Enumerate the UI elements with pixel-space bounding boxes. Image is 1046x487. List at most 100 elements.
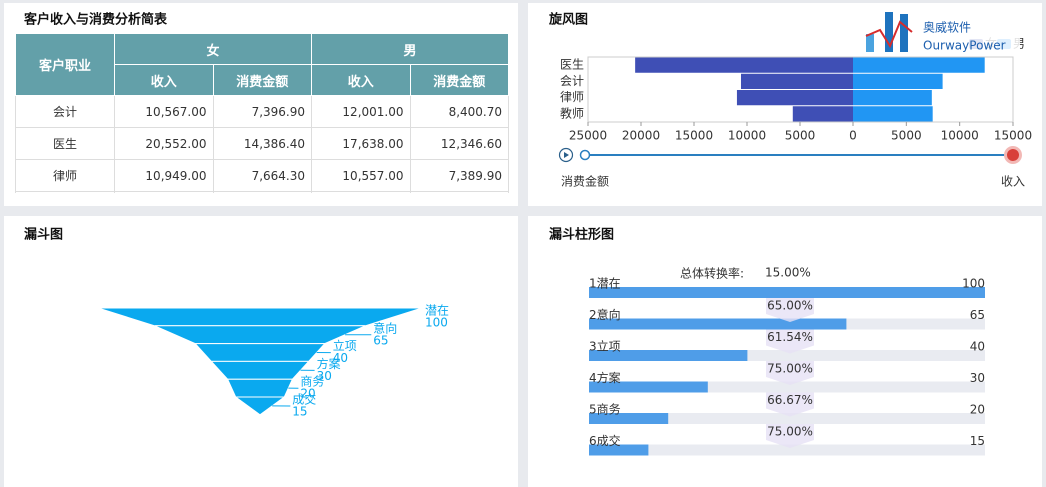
table-row: 医生 20,552.00 14,386.40 17,638.00 12,346.60 (15, 127, 509, 160)
overall-rate: 15.00% (765, 266, 811, 280)
funnel-value: 20 (300, 387, 315, 401)
bar (853, 106, 933, 122)
bar (589, 318, 847, 330)
funnel-label: 成交 (292, 392, 316, 407)
y-tick-label: 教师 (560, 105, 584, 120)
funnel-value: 40 (333, 351, 348, 365)
conversion-label: 65.00% (767, 299, 813, 313)
column-header: 收入 (311, 64, 411, 96)
funnel-value: 65 (373, 333, 388, 347)
conversion-label: 61.54% (767, 330, 813, 344)
table-cell: 3,905.10 (212, 191, 312, 193)
table-cell: 会计 (15, 95, 115, 128)
x-tick-label: 5000 (785, 129, 816, 143)
bar (853, 90, 932, 106)
table-cell: 7,389.90 (409, 159, 509, 192)
table-cell: 7,664.30 (212, 159, 312, 192)
conversion-chevron (766, 392, 814, 417)
y-tick-label: 会计 (560, 74, 584, 88)
funnel-segment (210, 360, 310, 380)
funnel-label: 商务 (300, 374, 324, 389)
conversion-chevron (766, 361, 814, 385)
conversion-chevron (766, 329, 814, 354)
table-row: 教师5,680.003,905.1010,673.007,470.40 (15, 191, 509, 193)
funnel-label: 立项 (333, 338, 357, 353)
group-header: 女 (114, 33, 312, 65)
bar-value: 40 (970, 340, 985, 354)
table-cell: 10,567.00 (114, 95, 214, 128)
timeline-label: 收入 (1001, 175, 1025, 189)
logo-sub: OurwayPower (923, 39, 1006, 53)
table-row: 律师 10,949.00 7,664.30 10,557.00 7,389.90 (15, 159, 509, 192)
timeline-point (579, 149, 591, 161)
x-tick-label: 0 (849, 129, 857, 143)
table-cell: 14,386.40 (212, 127, 312, 160)
overall-label: 总体转换率: (680, 266, 744, 281)
x-tick-label: 25000 (569, 129, 607, 143)
funnel-segment (194, 343, 326, 362)
table-cell: 12,001.00 (311, 95, 411, 128)
bar (853, 57, 985, 73)
bar (589, 444, 649, 456)
funnel-label: 方案 (317, 356, 341, 371)
bar (740, 73, 853, 89)
bar-track (589, 444, 985, 456)
bar-value: 15 (970, 434, 985, 448)
timeline-label: 消费金额 (561, 174, 609, 189)
logo-mark (866, 34, 874, 52)
x-tick-label: 10000 (728, 129, 766, 143)
x-tick-label: 10000 (941, 129, 979, 143)
table-cell: 10,673.00 (311, 191, 411, 193)
table-cell: 10,557.00 (311, 159, 411, 192)
bar-label: 5商务 (589, 402, 621, 417)
bar (589, 413, 669, 424)
play-icon (564, 152, 569, 158)
table: 客户职业女男收入 消费金额 收入 消费金额 会计 10,567.00 7,396.90 12,… (15, 33, 509, 193)
funnel-value: 15 (292, 405, 307, 419)
bar (792, 106, 853, 122)
header-row: 收入 消费金额 收入 消费金额 (16, 64, 509, 96)
conversion-label: 75.00% (767, 362, 813, 376)
panel-title: 漏斗柱形图 (549, 227, 614, 243)
logo-name: 奥威软件 (923, 21, 971, 35)
bar-track (589, 413, 985, 424)
panel-title: 旋风图 (548, 12, 588, 28)
funnel-segment (226, 378, 294, 398)
bar-label: 6成交 (589, 433, 621, 448)
funnel-label: 意向 (373, 320, 397, 335)
y-tick-label: 律师 (560, 90, 584, 104)
funnel-label: 潜在 (425, 304, 449, 318)
y-tick-label: 医生 (560, 58, 584, 72)
conversion-label: 66.67% (767, 393, 813, 407)
table-row: 会计 10,567.00 7,396.90 12,001.00 8,400.70 (15, 95, 509, 128)
bar-value: 65 (970, 308, 985, 322)
table-cell: 医生 (15, 127, 115, 160)
logo-mark (865, 20, 913, 49)
bar-track (589, 350, 985, 361)
panel-title: 漏斗图 (24, 227, 63, 243)
timeline-current (1004, 146, 1022, 164)
bar-label: 4方案 (589, 370, 621, 385)
x-tick-label: 5000 (891, 129, 922, 143)
header-row: 客户职业女男 (15, 33, 509, 96)
panel-title: 客户收入与消费分析简表 (24, 12, 168, 28)
column-header: 消费金额 (212, 64, 312, 96)
column-header: 消费金额 (409, 64, 509, 96)
bar-value: 30 (970, 371, 985, 385)
bar (635, 57, 853, 73)
bar (853, 73, 943, 89)
conversion-chevron (766, 424, 814, 448)
bar (736, 90, 853, 106)
bar (589, 381, 708, 393)
bar-value: 100 (962, 277, 985, 291)
bar-track (589, 381, 985, 393)
group-header: 男 (311, 33, 509, 65)
bar-label: 1潜在 (589, 277, 621, 291)
conversion-label: 75.00% (767, 425, 813, 439)
bar (589, 350, 748, 361)
table-cell: 12,346.60 (409, 127, 509, 160)
table-cell: 8,400.70 (409, 95, 509, 128)
table-wrap: 客户职业女男收入 消费金额 收入 消费金额 会计 10,567.00 7,396.90 12,… (15, 33, 509, 193)
